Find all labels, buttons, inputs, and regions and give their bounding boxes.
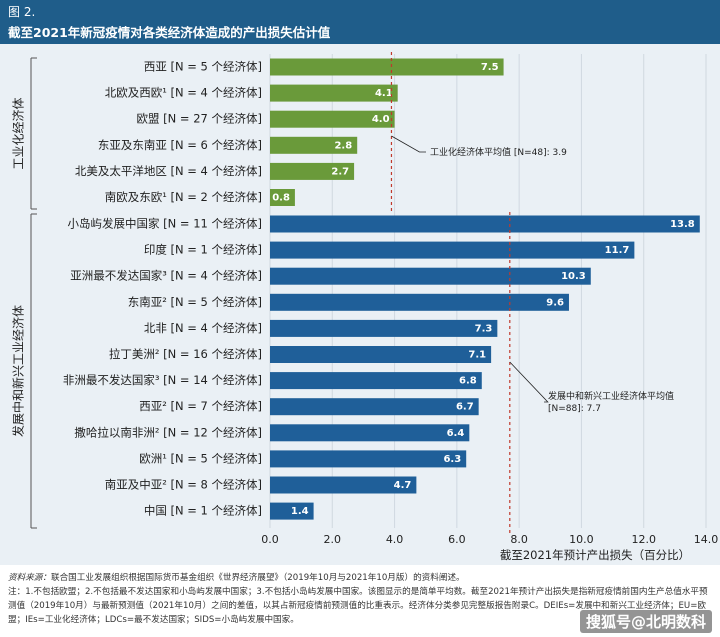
x-tick-label: 2.0 [324,533,342,546]
bar [270,398,479,416]
average-annotation-line: 发展中和新兴工业经济体平均值 [548,390,674,402]
bar [270,267,591,285]
data-label: 6.8 [459,376,477,387]
data-label: 2.8 [334,140,352,151]
notes-text: 注：1.不包括欧盟；2.不包括最不发达国家和小岛屿发展中国家；3.不包括小岛屿发… [8,587,708,625]
category-label: 北美及太平洋地区 [N = 4 个经济体] [75,164,262,178]
category-label: 南亚及中亚² [N = 8 个经济体] [105,478,262,492]
bar [270,293,569,311]
category-label: 西亚² [N = 7 个经济体] [139,399,262,413]
group-label: 发展中和新兴工业经济体 [11,305,26,437]
category-label: 欧洲¹ [N = 5 个经济体] [139,451,262,465]
source-label: 资料来源： [8,573,51,583]
data-label: 13.8 [670,219,695,230]
x-tick-label: 8.0 [510,533,528,546]
category-label: 撒哈拉以南非洲² [N = 12 个经济体] [74,425,262,439]
bar [270,346,492,363]
bar [270,502,314,520]
category-label: 欧盟 [N = 27 个经济体] [137,112,262,126]
category-label: 非洲最不发达国家³ [N = 14 个经济体] [63,373,262,387]
category-label: 西亚 [N = 5 个经济体] [144,60,262,74]
data-label: 9.6 [546,297,564,308]
data-label: 4.7 [394,480,412,491]
average-leader [391,135,426,153]
bar [270,162,355,180]
category-label: 东南亚² [N = 5 个经济体] [128,295,262,309]
data-label: 7.5 [481,62,499,73]
x-tick-label: 10.0 [569,533,594,546]
data-label: 1.4 [291,506,309,517]
group-label: 工业化经济体 [11,97,26,169]
data-label: 6.4 [447,428,465,439]
average-annotation-line: [N=88]: 7.7 [548,404,601,414]
category-label: 南欧及东欧¹ [N = 2 个经济体] [105,190,262,204]
bar [270,136,358,154]
watermark: 搜狐号@北明数科 [580,610,713,633]
bar [270,450,467,468]
data-label: 4.1 [375,88,393,99]
category-label: 中国 [N = 1 个经济体] [144,504,262,518]
data-label: 7.1 [468,350,486,361]
category-label: 东亚及东南亚 [N = 6 个经济体] [98,138,262,152]
bar [270,319,498,337]
x-tick-label: 6.0 [448,533,466,546]
x-tick-label: 0.0 [261,533,279,546]
chart-title: 截至2021年新冠疫情对各类经济体造成的产出损失估计值 [8,25,331,40]
data-label: 11.7 [605,245,630,256]
bar [270,372,482,390]
data-label: 0.8 [272,193,290,204]
data-label: 10.3 [561,271,586,282]
data-label: 6.3 [443,454,461,465]
bar [270,110,395,128]
category-label: 小岛屿发展中国家 [N = 11 个经济体] [68,217,262,231]
x-tick-label: 4.0 [386,533,404,546]
data-label: 6.7 [456,402,474,413]
average-leader [509,361,549,403]
bar [270,189,295,206]
footnotes: 资料来源：联合国工业发展组织根据国际货币基金组织《世界经济展望》（2019年10… [8,571,712,627]
x-tick-label: 12.0 [631,533,656,546]
data-label: 4.0 [372,114,390,125]
x-axis-title: 截至2021年预计产出损失（百分比） [500,548,690,562]
category-label: 北欧及西欧¹ [N = 4 个经济体] [105,86,262,100]
bar [270,476,417,494]
figure-header: 图 2. 截至2021年新冠疫情对各类经济体造成的产出损失估计值 [0,0,720,44]
average-annotation: 发展中和新兴工业经济体平均值 [N=88]: 7.7 [548,390,674,414]
bar [270,424,470,442]
data-label: 7.3 [475,323,493,334]
category-label: 印度 [N = 1 个经济体] [144,243,262,257]
average-annotation: 工业化经济体平均值 [N=48]: 3.9 [430,146,567,158]
bar [270,215,700,233]
data-label: 2.7 [331,166,349,177]
category-label: 拉丁美洲² [N = 16 个经济体] [109,347,262,361]
category-label: 亚洲最不发达国家³ [N = 4 个经济体] [70,269,262,283]
source-text: 联合国工业发展组织根据国际货币基金组织《世界经济展望》（2019年10月与202… [50,573,465,583]
bar [270,84,398,102]
bar [270,241,635,259]
figure-number: 图 2. [8,5,36,19]
bar [270,58,504,76]
x-tick-label: 14.0 [694,533,719,546]
category-label: 北非 [N = 4 个经济体] [144,321,262,335]
